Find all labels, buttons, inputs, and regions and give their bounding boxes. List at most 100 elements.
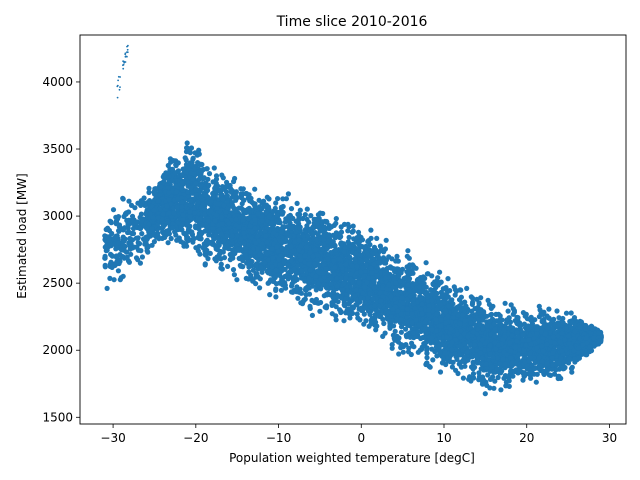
scatter-point [168,235,174,242]
scatter-point [491,369,497,375]
scatter-point [568,310,574,316]
scatter-point [256,197,262,203]
scatter-point [165,240,171,246]
scatter-point [278,287,284,293]
scatter-point [308,213,314,219]
scatter-point [368,227,374,233]
scatter-point [449,364,455,370]
scatter-point [399,342,405,348]
scatter-point [350,223,356,229]
scatter-point [333,313,339,319]
scatter-point [279,209,285,215]
scatter-point [418,335,424,342]
scatter-point [554,308,560,314]
scatter-point [523,311,529,317]
scatter-point [389,345,395,351]
scatter-point [470,371,477,377]
scatter-point [470,299,476,305]
scatter-points [102,44,604,397]
scatter-point [225,263,231,269]
scatter-point [470,295,476,301]
scatter-point [202,261,208,267]
scatter-point [522,371,528,377]
scatter-point [536,303,542,309]
scatter-point [232,191,238,197]
scatter-point [480,377,487,383]
scatter-point [234,277,240,283]
scatter-point [137,225,143,232]
scatter-point [277,272,283,278]
scatter-point [242,251,248,257]
scatter-point [304,206,310,212]
scatter-point [569,369,575,375]
scatter-point [424,345,430,351]
scatter-point [196,226,202,232]
scatter-point [382,246,388,252]
scatter-point [303,292,309,298]
scatter-point [380,333,386,339]
scatter-point [115,240,122,246]
scatter-point [115,216,121,222]
scatter-point [196,176,202,182]
scatter-point [243,275,249,281]
scatter-point [304,216,310,222]
scatter-point [398,329,404,335]
scatter-point [437,369,444,375]
scatter-point [108,220,114,226]
scatter-point [207,250,213,256]
scatter-point [309,297,315,303]
scatter-point [478,366,484,372]
scatter-point [569,364,575,370]
scatter-point [295,295,301,301]
scatter-point [430,357,436,363]
scatter-point [476,317,482,323]
scatter-point [285,191,291,197]
scatter-point [457,287,463,293]
scatter-point [479,317,485,323]
scatter-point [510,306,516,312]
scatter-point [275,196,281,202]
scatter-point [395,258,401,264]
scatter-point [175,160,181,166]
scatter-point [350,228,356,234]
scatter-point [183,157,189,163]
scatter-point [261,198,267,204]
scatter-point [190,155,196,161]
scatter-point [424,355,430,361]
scatter-point [424,350,430,356]
scatter-point [288,214,294,220]
scatter-point [295,211,301,217]
scatter-point [212,185,218,191]
scatter-point [120,227,126,233]
scatter-point [151,239,157,245]
scatter-point [345,228,351,234]
scatter-point [130,230,137,237]
scatter-point [445,294,451,300]
scatter-point [464,285,470,291]
scatter-point [207,232,213,238]
scatter-point [404,253,410,259]
scatter-point [127,235,133,242]
scatter-point [502,300,508,306]
scatter-point [288,206,295,212]
scatter-point [354,311,360,317]
scatter-point [115,268,121,274]
scatter-point [313,296,319,303]
scatter-point [109,253,115,259]
scatter-point [338,229,345,235]
scatter-point [396,351,402,357]
scatter-point [248,272,254,278]
scatter-point [255,211,261,217]
scatter-point [199,161,205,168]
scatter-point [293,218,299,224]
scatter-point [374,235,380,241]
scatter-point [102,253,108,259]
scatter-point [176,235,182,241]
scatter-point [184,140,190,146]
scatter-point [283,196,289,202]
scatter-point [454,356,460,362]
scatter-point [130,226,137,232]
scatter-point [273,200,279,206]
scatter-point [508,302,514,308]
